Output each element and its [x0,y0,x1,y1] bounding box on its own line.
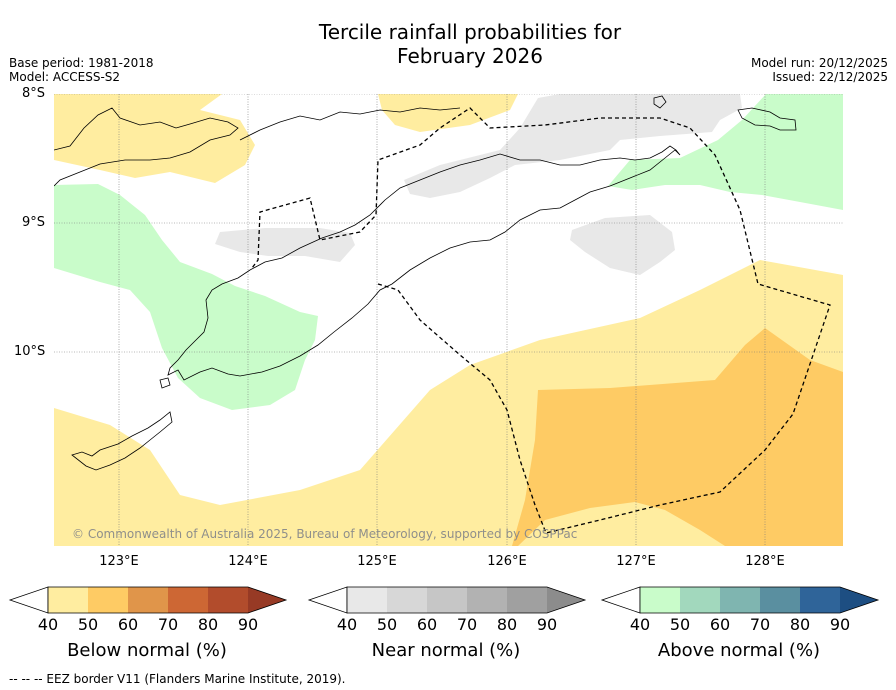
colorbar-above-tick: 50 [669,615,691,634]
above-normal-40-region-east [608,94,843,210]
colorbar-near-tick: 90 [536,615,558,634]
issued-date: Issued: 22/12/2025 [772,70,888,84]
colorbar-near-tick: 40 [336,615,358,634]
lat-label-9s: 9°S [22,215,46,230]
title-line-2: February 2026 [397,44,543,68]
colorbar-above-segment [800,587,840,613]
rote-coastline [159,377,171,389]
near-normal-40-region-central [404,94,742,198]
colorbar-above-tick: 70 [749,615,771,634]
colorbar-below-normal [8,586,288,614]
map-title: Tercile rainfall probabilities for Febru… [0,20,896,68]
model-run: Model run: 20/12/2025 [750,56,888,70]
colorbar-above-normal [600,586,880,614]
eez-border [251,107,831,534]
colorbar-near-normal [307,586,587,614]
colorbar-below-title: Below normal (%) [67,640,227,661]
colorbar-near-segment [467,587,507,613]
colorbar-below-segment [208,587,248,613]
colorbar-near-title: Near normal (%) [371,640,521,661]
colorbar-near-outline [346,586,587,614]
east-islands-coastline [737,107,797,131]
colorbar-near-tick: 60 [416,615,438,634]
metadata-right: Model run: 20/12/2025 Issued: 22/12/2025 [751,56,888,84]
colorbar-near-tick: 80 [496,615,518,634]
colorbar-below-tick: 80 [197,615,219,634]
lon-label-128e: 128°E [745,554,785,569]
lon-label-124e: 124°E [228,554,268,569]
colorbar-above-tick: 90 [829,615,851,634]
colorbar-above-segment [760,587,800,613]
near-normal-40-region-west [215,228,355,262]
colorbar-near-low-extend [307,586,348,614]
lat-label-10s: 10°S [14,344,46,359]
colorbar-near-segment [347,587,387,613]
lon-label-125e: 125°E [357,554,397,569]
lat-label-8s: 8°S [22,86,46,101]
colorbar-below-low-extend [8,586,49,614]
title-line-1: Tercile rainfall probabilities for [318,20,622,44]
colorbar-above-outline [639,586,880,614]
lon-label-123e: 123°E [99,554,139,569]
colorbar-below-tick: 60 [117,615,139,634]
metadata-left: Base period: 1981-2018 Model: ACCESS-S2 [9,56,154,84]
eez-legend-footer: -- -- -- EEZ border V11 (Flanders Marine… [9,672,346,686]
colorbars [8,586,880,614]
colorbar-below-high-extend [248,587,286,613]
timor-coastline [167,145,681,381]
eez-border-main [251,107,831,534]
above-normal-40-region-west [54,184,318,410]
copyright-notice: © Commonwealth of Australia 2025, Bureau… [72,527,578,541]
lon-label-126e: 126°E [487,554,527,569]
colorbar-above-tick: 60 [709,615,731,634]
below-normal-40-region-northwest [54,94,255,183]
colorbar-above-segment [640,587,680,613]
colorbar-near-segment [387,587,427,613]
graticule [54,94,843,546]
alor-coastline [239,107,461,141]
colorbar-below-segment [48,587,88,613]
colorbar-near-tick: 70 [456,615,478,634]
base-period: Base period: 1981-2018 [9,56,154,70]
colorbar-above-segment [680,587,720,613]
colorbar-below-segment [128,587,168,613]
wetar-coastline [653,95,667,109]
map-area [54,94,843,546]
colorbar-below-outline [47,586,288,614]
sumba-coastline [71,411,173,471]
colorbar-below-segment [168,587,208,613]
coastlines [54,95,797,471]
below-normal-50-region [512,328,843,546]
colorbar-below-tick: 50 [77,615,99,634]
near-normal-40-region-east [570,215,675,275]
colorbar-above-high-extend [840,587,878,613]
colorbar-near-high-extend [547,587,585,613]
colorbar-below-segment [88,587,128,613]
lon-label-127e: 127°E [616,554,656,569]
colorbar-near-segment [427,587,467,613]
colorbar-above-tick: 40 [629,615,651,634]
colorbar-near-segment [507,587,547,613]
flores-coastline [54,107,239,187]
model-name: Model: ACCESS-S2 [9,70,121,84]
colorbar-above-low-extend [600,586,641,614]
colorbar-above-title: Above normal (%) [657,640,821,661]
colorbar-below-tick: 90 [237,615,259,634]
colorbar-near-tick: 50 [376,615,398,634]
colorbar-above-tick: 80 [789,615,811,634]
colorbar-above-segment [720,587,760,613]
colorbar-below-tick: 40 [37,615,59,634]
below-normal-40-region-north [378,94,518,132]
colorbar-below-tick: 70 [157,615,179,634]
